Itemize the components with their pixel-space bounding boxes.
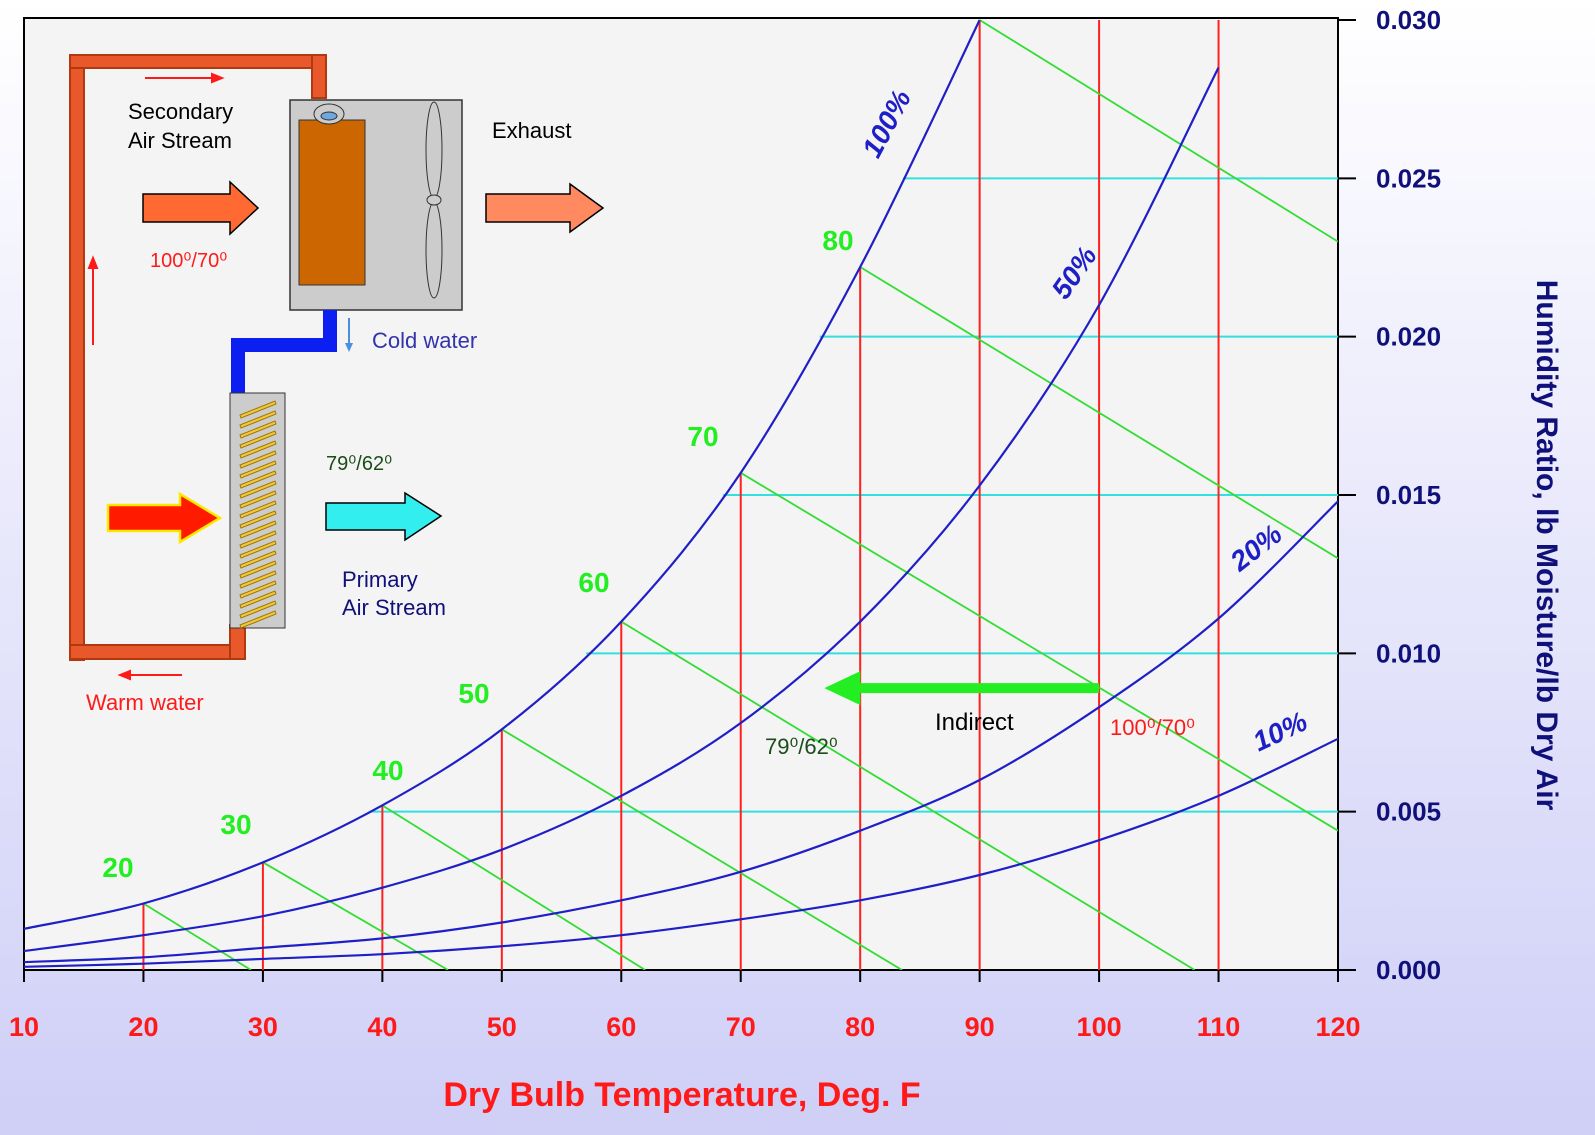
hatch-bar: [239, 530, 277, 549]
wet-bulb-line: [620, 620, 1196, 970]
rh-curve: [24, 737, 1338, 968]
plot-marks: [24, 19, 1338, 970]
y-tick-label: 0.010: [1376, 638, 1441, 668]
x-tick-label: 10: [9, 1012, 39, 1042]
wet-bulb-label: 30: [220, 809, 251, 840]
x-axis-title: Dry Bulb Temperature, Deg. F: [443, 1076, 920, 1114]
hatch-bar: [239, 440, 277, 459]
wet-bulb-line: [381, 804, 646, 970]
wet-bulb-label: 20: [102, 852, 133, 883]
pump: [320, 111, 338, 121]
label: Secondary: [128, 99, 233, 124]
hatch-bar: [239, 510, 277, 529]
diagram: Secondary Air Stream Exhaust 100⁰/70⁰ Co…: [69, 54, 605, 715]
cold-water-pipe: [231, 310, 337, 393]
x-tick-label: 50: [487, 1012, 517, 1042]
y-tick-label: 0.005: [1376, 797, 1441, 827]
y-tick-label: 0.000: [1376, 955, 1441, 985]
cold-water-arrow: [345, 343, 353, 352]
annotation: 100⁰/70⁰: [1110, 715, 1195, 740]
hatch-bar: [239, 600, 277, 619]
wet-bulb-label: 40: [372, 755, 403, 786]
x-tick-label: 30: [248, 1012, 278, 1042]
wet-bulb-line: [740, 472, 1338, 832]
wet-bulb-line: [501, 728, 903, 970]
y-axis-title: Humidity Ratio, lb Moisture/lb Dry Air: [1530, 280, 1563, 811]
pipe: [69, 54, 327, 661]
pad: [298, 119, 366, 286]
rh-curve: [24, 67, 1220, 953]
rh-curve: [24, 500, 1338, 964]
hatch-bar: [239, 550, 277, 569]
secondary-in-arrow: [142, 180, 260, 236]
hatch-bar: [239, 590, 277, 609]
wet-bulb-label: 60: [578, 567, 609, 598]
arrow-label: Indirect: [935, 709, 1014, 736]
x-tick-label: 20: [128, 1012, 158, 1042]
y-tick-label: 0.015: [1376, 480, 1441, 510]
x-tick-label: 90: [965, 1012, 995, 1042]
hatch-bar: [239, 560, 277, 579]
label: Air Stream: [342, 595, 446, 620]
wet-bulb-line: [142, 902, 252, 970]
hatch-bar: [239, 490, 277, 509]
primary-out-arrow: [325, 491, 443, 542]
label: Primary: [342, 567, 418, 592]
y-tick-label: 0.020: [1376, 322, 1441, 352]
hatch-bar: [239, 450, 277, 469]
hatch-bar: [239, 470, 277, 489]
flow-arrows: [87, 72, 225, 681]
label: Air Stream: [128, 128, 232, 153]
label: Cold water: [372, 328, 477, 353]
exhaust-arrow: [485, 182, 605, 234]
hatch-bar: [239, 460, 277, 479]
x-tick-label: 80: [845, 1012, 875, 1042]
y-tick-label: 0.025: [1376, 163, 1441, 193]
hatch: [239, 400, 277, 629]
wet-bulb-label: 50: [458, 678, 489, 709]
hatch-bar: [239, 570, 277, 589]
process-arrow: [824, 671, 1100, 706]
annotation: 79⁰/62⁰: [765, 734, 838, 759]
x-tick-label: 40: [367, 1012, 397, 1042]
label: 100⁰/70⁰: [150, 250, 227, 272]
diagram-labels: Secondary Air Stream Exhaust 100⁰/70⁰ Co…: [86, 99, 572, 715]
wet-bulb-line: [979, 19, 1338, 243]
hatch-bar: [239, 610, 277, 629]
hatch-bar: [239, 480, 277, 499]
primary-in-arrow: [106, 491, 223, 545]
hatch-bar: [239, 540, 277, 559]
fan: [425, 101, 443, 199]
wet-bulb-label: 70: [687, 421, 718, 452]
fan-hub: [426, 194, 442, 206]
x-tick-label: 120: [1315, 1012, 1360, 1042]
hatch-bar: [239, 400, 277, 419]
hatch-bar: [239, 580, 277, 599]
hatch-bar: [239, 410, 277, 429]
x-tick-label: 60: [606, 1012, 636, 1042]
label: 79⁰/62⁰: [326, 453, 392, 475]
y-tick-label: 0.030: [1376, 5, 1441, 35]
hatch-bar: [239, 520, 277, 539]
label: Exhaust: [492, 118, 572, 143]
hatch-bar: [239, 420, 277, 439]
hatch-bar: [239, 430, 277, 449]
rh-curve: [24, 19, 981, 930]
wet-bulb-line: [859, 266, 1338, 560]
fan: [425, 201, 443, 299]
x-tick-label: 70: [726, 1012, 756, 1042]
x-tick-label: 100: [1077, 1012, 1122, 1042]
x-tick-label: 110: [1197, 1012, 1241, 1042]
wet-bulb-label: 80: [822, 225, 853, 256]
label: Warm water: [86, 690, 204, 715]
hatch-bar: [239, 500, 277, 519]
